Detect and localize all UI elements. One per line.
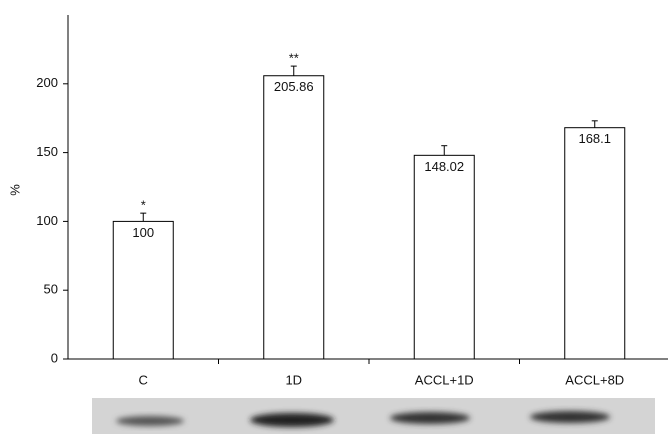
bar xyxy=(414,155,474,359)
y-tick-label: 150 xyxy=(36,144,58,159)
significance-label: * xyxy=(141,198,146,213)
value-label: 148.02 xyxy=(424,159,464,174)
y-tick-label: 200 xyxy=(36,75,58,90)
x-tick-label: ACCL+1D xyxy=(415,372,474,387)
y-tick-label: 100 xyxy=(36,213,58,228)
x-tick-label: 1D xyxy=(285,372,302,387)
x-tick-label: C xyxy=(139,372,148,387)
bar xyxy=(565,128,625,359)
y-tick-label: 50 xyxy=(44,282,58,297)
bar xyxy=(113,221,173,359)
bar xyxy=(264,76,324,359)
y-axis-label: % xyxy=(7,184,22,196)
value-label: 168.1 xyxy=(578,131,611,146)
y-tick-label: 0 xyxy=(51,350,58,365)
chart: % 0 50 100 150 200 C * 100 1D ** 205.86 ACCL+1D 148.… xyxy=(0,0,670,434)
blot-image xyxy=(92,398,655,434)
value-label: 205.86 xyxy=(274,79,314,94)
value-label: 100 xyxy=(132,225,154,240)
significance-label: ** xyxy=(289,51,299,66)
x-tick-label: ACCL+8D xyxy=(565,372,624,387)
